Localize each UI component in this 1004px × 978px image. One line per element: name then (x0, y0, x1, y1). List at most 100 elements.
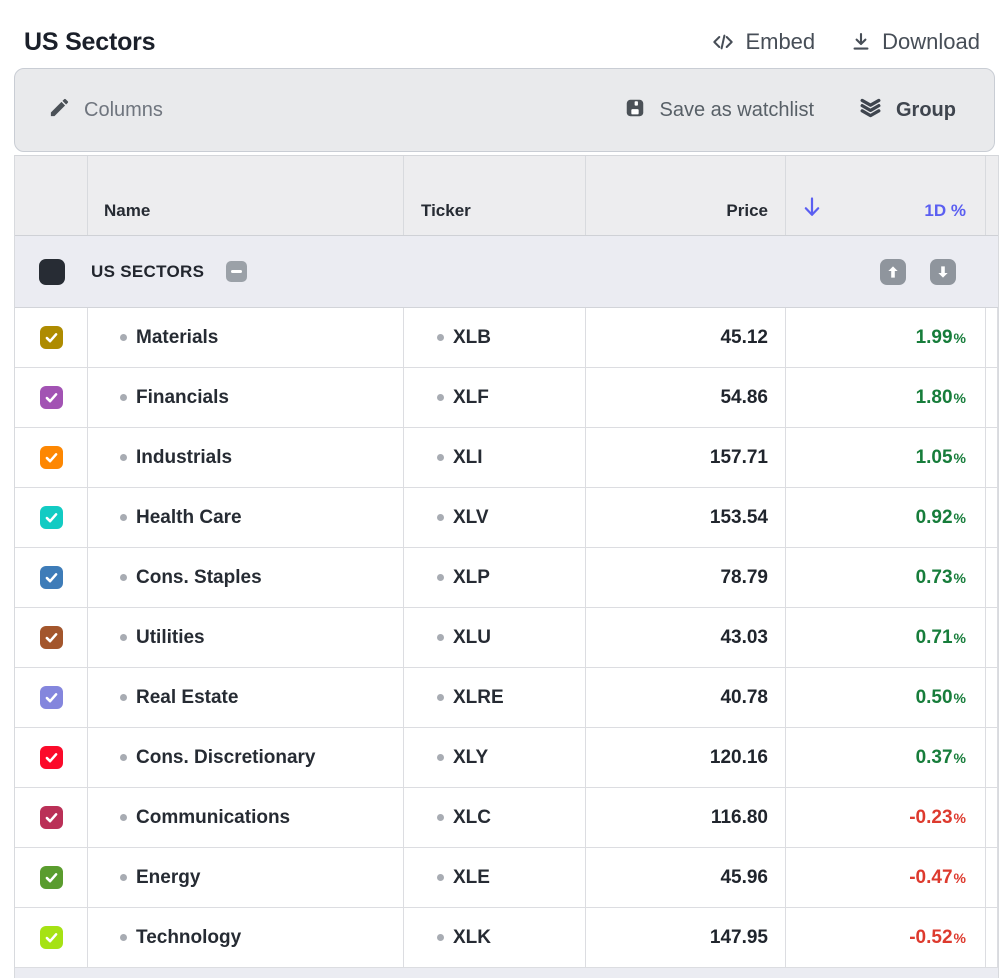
table-row: Cons. Staples XLP 78.79 0.73% (15, 548, 998, 608)
bullet-icon (120, 334, 127, 341)
sector-name: Energy (136, 866, 201, 888)
bullet-icon (120, 634, 127, 641)
check-icon (45, 453, 57, 463)
download-label: Download (882, 29, 980, 54)
ticker-symbol: XLRE (453, 686, 504, 708)
next-column-sliver-cell (986, 368, 998, 427)
sector-name: Real Estate (136, 686, 239, 708)
next-column-sliver-cell (986, 788, 998, 847)
ticker-symbol: XLI (453, 446, 483, 468)
bullet-icon (120, 394, 127, 401)
header-name[interactable]: Name (88, 156, 404, 235)
ticker-cell: XLP (404, 548, 586, 607)
name-cell: Energy (88, 848, 404, 907)
percent-sign: % (953, 689, 966, 706)
save-watchlist-button[interactable]: Save as watchlist (624, 97, 814, 124)
table-row: Industrials XLI 157.71 1.05% (15, 428, 998, 488)
table-row: Financials XLF 54.86 1.80% (15, 368, 998, 428)
ticker-symbol: XLV (453, 506, 489, 528)
table-row: Real Estate XLRE 40.78 0.50% (15, 668, 998, 728)
group-button[interactable]: Group (858, 95, 956, 125)
price-value: 54.86 (720, 386, 768, 408)
ticker-symbol: XLP (453, 566, 490, 588)
row-checkbox[interactable] (39, 746, 63, 769)
group-label: Group (896, 98, 956, 121)
row-checkbox[interactable] (39, 326, 63, 349)
next-column-sliver-cell (986, 488, 998, 547)
bullet-icon (437, 874, 444, 881)
percent-sign: % (953, 449, 966, 466)
name-cell: Technology (88, 908, 404, 967)
collapse-group-button[interactable] (226, 261, 248, 282)
table-header-row: Name Ticker Price 1D % (15, 156, 998, 236)
change-value: -0.47% (909, 866, 966, 888)
price-value: 43.03 (720, 626, 768, 648)
row-checkbox[interactable] (39, 866, 63, 889)
change-cell: 1.80% (786, 368, 986, 427)
header-ticker[interactable]: Ticker (404, 156, 586, 235)
sector-name: Health Care (136, 506, 242, 528)
change-value: 0.73% (915, 566, 966, 588)
name-cell: Financials (88, 368, 404, 427)
row-checkbox[interactable] (39, 626, 63, 649)
group-checkbox[interactable] (39, 258, 65, 285)
check-icon (45, 873, 57, 883)
download-button[interactable]: Download (849, 29, 980, 55)
price-value: 40.78 (720, 686, 768, 708)
group-row-label: US SECTORS (91, 261, 205, 281)
check-icon (45, 933, 57, 943)
bullet-icon (437, 394, 444, 401)
sort-desc-icon (801, 195, 823, 224)
row-checkbox[interactable] (39, 806, 63, 829)
header-change[interactable]: 1D % (786, 156, 986, 235)
percent-sign: % (953, 329, 966, 346)
check-icon (45, 693, 57, 703)
save-watchlist-label: Save as watchlist (659, 98, 814, 121)
topbar: US Sectors Embed Download (0, 0, 1004, 68)
row-checkbox[interactable] (39, 566, 63, 589)
move-group-up-button[interactable] (880, 259, 906, 285)
percent-sign: % (953, 929, 966, 946)
header-next-column-sliver (986, 156, 998, 235)
row-checkbox[interactable] (39, 506, 63, 529)
price-value: 45.12 (720, 326, 768, 348)
row-checkbox-cell (15, 668, 88, 727)
columns-button[interactable]: Columns (48, 96, 163, 124)
row-checkbox[interactable] (39, 686, 63, 709)
sector-name: Cons. Discretionary (136, 746, 316, 768)
toolbar: Columns Save as watchlist Group (14, 68, 995, 152)
next-column-sliver-cell (986, 548, 998, 607)
bullet-icon (437, 634, 444, 641)
move-group-down-button[interactable] (930, 259, 956, 285)
name-cell: Cons. Staples (88, 548, 404, 607)
table-row: Utilities XLU 43.03 0.71% (15, 608, 998, 668)
sector-name: Financials (136, 386, 229, 408)
next-column-sliver-cell (986, 908, 998, 967)
name-cell: Communications (88, 788, 404, 847)
header-price[interactable]: Price (586, 156, 786, 235)
layers-icon (858, 95, 883, 125)
bullet-icon (437, 334, 444, 341)
ticker-symbol: XLB (453, 326, 491, 348)
row-checkbox-cell (15, 908, 88, 967)
row-checkbox[interactable] (39, 386, 63, 409)
row-checkbox-cell (15, 608, 88, 667)
price-cell: 153.54 (586, 488, 786, 547)
row-checkbox-cell (15, 308, 88, 367)
change-cell: 0.73% (786, 548, 986, 607)
bullet-icon (120, 874, 127, 881)
row-checkbox[interactable] (39, 446, 63, 469)
table-row: Materials XLB 45.12 1.99% (15, 308, 998, 368)
bullet-icon (120, 814, 127, 821)
next-column-sliver-cell (986, 308, 998, 367)
name-cell: Real Estate (88, 668, 404, 727)
next-column-sliver-cell (986, 848, 998, 907)
check-icon (45, 573, 57, 583)
embed-button[interactable]: Embed (710, 29, 815, 55)
check-icon (45, 813, 57, 823)
sector-name: Technology (136, 926, 242, 948)
name-cell: Industrials (88, 428, 404, 487)
table-row: Energy XLE 45.96 -0.47% (15, 848, 998, 908)
percent-sign: % (953, 869, 966, 886)
row-checkbox[interactable] (39, 926, 63, 949)
